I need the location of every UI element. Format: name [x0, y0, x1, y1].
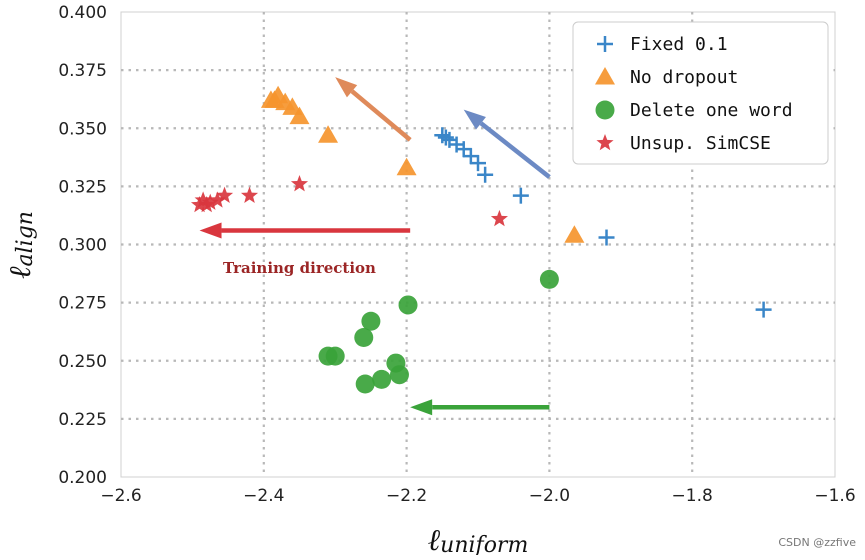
- y-axis-label: ℓalign: [3, 211, 38, 279]
- y-tick-label: 0.375: [58, 61, 107, 81]
- data-point-circle: [325, 346, 345, 366]
- training-direction-label: Training direction: [223, 259, 376, 277]
- x-axis-label: ℓuniform: [428, 523, 529, 555]
- data-point-plus: [437, 129, 454, 146]
- legend-marker-triangle: [595, 67, 615, 85]
- data-point-plus: [598, 229, 615, 246]
- y-axis-symbol: ℓ: [3, 266, 38, 279]
- data-point-plus: [434, 127, 451, 144]
- data-point-plus: [512, 187, 529, 204]
- y-tick-label: 0.325: [58, 177, 107, 197]
- data-point-star: [215, 186, 234, 203]
- data-point-circle: [539, 269, 559, 289]
- y-tick-label: 0.250: [58, 352, 107, 372]
- data-point-circle: [389, 365, 409, 385]
- data-point-circle: [398, 295, 418, 315]
- data-point-star: [490, 209, 508, 227]
- x-tick-label: −2.2: [386, 486, 427, 506]
- data-point-triangle: [564, 225, 585, 243]
- data-point-star: [240, 186, 259, 203]
- direction-arrow-head: [199, 222, 222, 239]
- x-tick-label: −2.0: [529, 486, 570, 506]
- tick-labels: −2.6 −2.4 −2.2 −2.0 −1.8 −1.6 0.200 0.225 0.250 0…: [58, 3, 855, 506]
- legend-marker-plus: [597, 36, 613, 52]
- data-points: [190, 85, 772, 394]
- legend-label-unsup-simcse: Unsup. SimCSE: [630, 133, 771, 154]
- y-tick-label: 0.350: [58, 119, 107, 139]
- y-tick-label: 0.275: [58, 294, 107, 314]
- x-tick-label: −1.8: [672, 486, 713, 506]
- data-point-circle: [361, 311, 381, 331]
- y-axis-subscript: align: [13, 211, 38, 266]
- legend-label-no-dropout: No dropout: [630, 67, 738, 88]
- y-tick-label: 0.400: [58, 3, 107, 23]
- x-tick-label: −1.6: [814, 486, 855, 506]
- watermark: CSDN @zzfive: [778, 536, 856, 549]
- direction-arrow-head: [410, 399, 433, 416]
- data-point-star: [290, 175, 309, 192]
- direction-arrow-head: [463, 109, 486, 130]
- legend-marker-star: [596, 134, 614, 151]
- legend-markers: [595, 36, 615, 151]
- data-point-plus: [470, 155, 486, 172]
- legend-marker-circle: [595, 100, 615, 120]
- data-point-star: [194, 191, 212, 208]
- x-axis-symbol: ℓ: [428, 523, 441, 555]
- data-point-plus: [755, 301, 772, 318]
- data-point-star: [208, 191, 226, 208]
- direction-arrows: [199, 77, 551, 416]
- y-tick-label: 0.200: [58, 468, 107, 488]
- data-point-triangle: [260, 90, 281, 108]
- data-point-star: [201, 193, 219, 210]
- direction-arrow-head: [335, 77, 358, 98]
- data-point-triangle: [318, 125, 339, 143]
- direction-arrow-shaft: [350, 89, 412, 142]
- data-point-plus: [462, 148, 479, 165]
- data-point-plus: [477, 166, 494, 183]
- data-point-circle: [355, 374, 375, 394]
- x-tick-label: −2.4: [243, 486, 284, 506]
- data-point-star: [190, 195, 209, 213]
- x-axis-subscript: uniform: [440, 533, 528, 555]
- legend-label-delete-word: Delete one word: [630, 100, 793, 121]
- y-tick-label: 0.225: [58, 410, 107, 430]
- direction-arrow-shaft: [479, 121, 551, 179]
- data-point-circle: [354, 328, 374, 347]
- data-point-triangle: [289, 106, 310, 125]
- legend: Fixed 0.1 No dropout Delete one word Uns…: [572, 21, 829, 165]
- y-tick-label: 0.300: [58, 236, 107, 256]
- data-point-triangle: [396, 157, 417, 176]
- legend-box: [572, 21, 829, 165]
- x-tick-label: −2.6: [100, 486, 141, 506]
- legend-label-fixed: Fixed 0.1: [630, 34, 728, 55]
- data-point-circle: [372, 369, 392, 389]
